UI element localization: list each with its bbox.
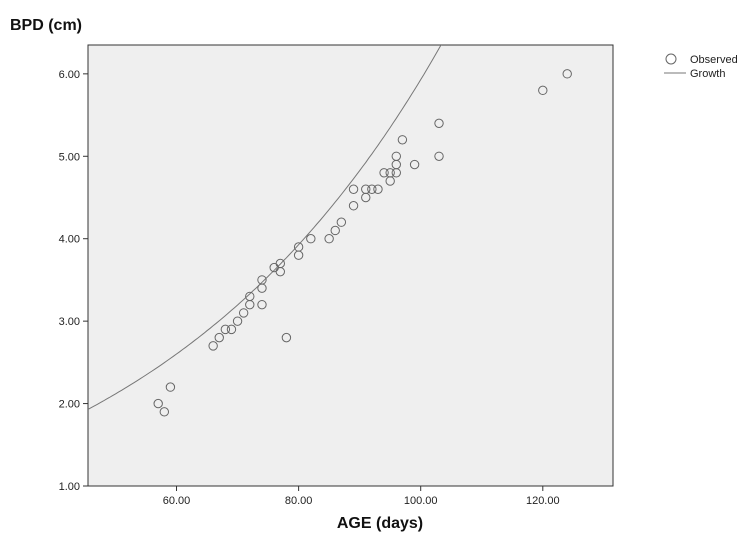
legend-observed-marker: [665, 53, 677, 65]
observed-point: [361, 184, 371, 194]
legend: Observed Growth: [664, 53, 738, 80]
y-tick-label: 3.00: [59, 316, 80, 328]
y-axis: 1.00 2.00 3.00 4.00 5.00 6.00: [59, 69, 88, 493]
y-axis-title: BPD (cm): [10, 17, 82, 34]
observed-point: [434, 118, 444, 129]
observed-point: [293, 242, 304, 252]
x-tick-label: 80.00: [285, 495, 313, 507]
y-tick-label: 5.00: [59, 151, 80, 163]
x-tick-label: 120.00: [526, 495, 560, 507]
observed-point: [330, 225, 340, 236]
x-tick-label: 60.00: [163, 495, 191, 507]
observed-point: [373, 184, 383, 194]
observed-point: [238, 308, 249, 318]
observed-point: [214, 332, 224, 343]
observed-point: [220, 324, 231, 335]
observed-point: [257, 299, 267, 310]
y-tick-label: 4.00: [59, 234, 80, 246]
observed-point: [257, 275, 267, 285]
observed-point: [385, 168, 395, 178]
y-tick-label: 2.00: [59, 399, 80, 411]
observed-point: [391, 151, 401, 161]
observed-point: [336, 217, 347, 227]
plot-area: [87, 44, 614, 487]
observed-point: [538, 85, 548, 96]
observed-point: [226, 324, 237, 335]
observed-point: [281, 332, 292, 343]
legend-growth-label: Growth: [690, 68, 725, 80]
observed-point: [232, 316, 243, 326]
observed-point: [208, 341, 218, 351]
observed-point: [306, 234, 316, 244]
observed-point: [379, 168, 389, 178]
observed-point: [562, 69, 572, 79]
growth-curve: [88, 45, 442, 410]
x-axis-title: AGE (days): [337, 515, 423, 532]
observed-point: [275, 258, 285, 269]
observed-point: [409, 159, 420, 170]
observed-point: [434, 151, 444, 161]
y-tick-label: 1.00: [59, 481, 80, 493]
observed-point: [245, 291, 255, 302]
x-tick-label: 100.00: [404, 495, 438, 507]
observed-point: [159, 407, 170, 417]
observed-point: [165, 382, 176, 392]
observed-point: [348, 184, 359, 194]
observed-point: [367, 184, 377, 194]
legend-observed-label: Observed: [690, 54, 738, 66]
observed-points: [153, 69, 572, 417]
observed-point: [397, 135, 408, 145]
x-axis: 60.00 80.00 100.00 120.00: [163, 486, 560, 507]
y-tick-label: 6.00: [59, 69, 80, 81]
observed-point: [348, 201, 359, 211]
growth-curve-layer: [88, 45, 442, 410]
observed-point: [153, 398, 163, 409]
observed-point: [324, 234, 334, 244]
